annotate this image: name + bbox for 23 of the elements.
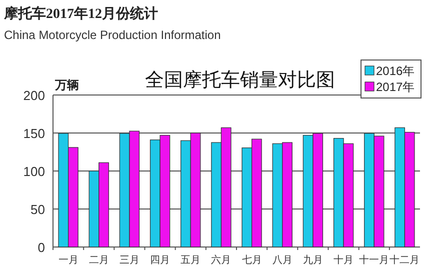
x-tick-label: 八月 xyxy=(272,255,292,266)
text: 摩托车2017年12月份统计 xyxy=(3,5,158,22)
y-tick-label: 200 xyxy=(23,88,45,103)
x-tick-label: 九月 xyxy=(302,254,323,266)
y-tick-label: 50 xyxy=(30,202,45,217)
y-tick-label: 150 xyxy=(23,126,45,141)
x-tick-label: 十一月 xyxy=(359,254,390,266)
chart-title: 全国摩托车销量对比图 xyxy=(145,69,335,91)
x-tick-label: 四月 xyxy=(150,255,170,266)
y-tick-label: 0 xyxy=(38,240,45,255)
x-tick-label: 五月 xyxy=(180,255,201,266)
x-tick-label: 七月 xyxy=(242,254,262,266)
legend-label: 2016年 xyxy=(376,64,415,78)
x-tick-label: 三月 xyxy=(119,255,140,266)
y-tick-label: 100 xyxy=(23,164,45,179)
x-tick-label: 一月 xyxy=(58,255,78,266)
x-tick-label: 十二月 xyxy=(390,254,420,266)
x-tick-label: 十月 xyxy=(334,254,354,266)
text: China Motorcycle Production Information xyxy=(4,28,221,42)
legend-label: 2017年 xyxy=(376,80,415,94)
y-axis-title: 万辆 xyxy=(54,78,79,92)
x-tick-label: 六月 xyxy=(211,254,232,266)
x-tick-label: 二月 xyxy=(88,255,109,266)
